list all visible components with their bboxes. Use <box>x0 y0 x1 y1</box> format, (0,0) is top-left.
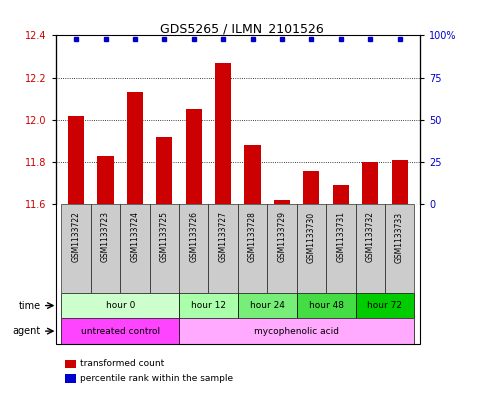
Text: GSM1133722: GSM1133722 <box>71 211 81 262</box>
Text: GSM1133725: GSM1133725 <box>160 211 169 263</box>
Bar <box>238 204 267 293</box>
Text: transformed count: transformed count <box>80 359 164 368</box>
Text: hour 24: hour 24 <box>250 301 284 310</box>
Text: GSM1133726: GSM1133726 <box>189 211 198 263</box>
Bar <box>355 204 385 293</box>
Bar <box>333 185 349 393</box>
Text: mycophenolic acid: mycophenolic acid <box>254 327 339 336</box>
Text: percentile rank within the sample: percentile rank within the sample <box>80 374 233 382</box>
Bar <box>355 293 414 318</box>
Bar <box>326 204 355 293</box>
Bar <box>150 204 179 293</box>
Text: time: time <box>19 301 41 310</box>
Bar <box>238 293 297 318</box>
Bar <box>156 137 172 393</box>
Bar <box>209 204 238 293</box>
Bar <box>179 318 414 344</box>
Bar <box>392 160 408 393</box>
Bar <box>98 156 114 393</box>
Bar <box>362 162 378 393</box>
Bar <box>215 63 231 393</box>
Bar <box>297 293 355 318</box>
Bar <box>61 293 179 318</box>
Bar <box>61 204 91 293</box>
Bar <box>120 204 150 293</box>
Text: GSM1133724: GSM1133724 <box>130 211 140 263</box>
Bar <box>267 204 297 293</box>
Bar <box>179 204 209 293</box>
Text: GSM1133730: GSM1133730 <box>307 211 316 263</box>
Bar <box>303 171 319 393</box>
Bar <box>274 200 290 393</box>
Bar <box>61 318 179 344</box>
Text: hour 48: hour 48 <box>309 301 343 310</box>
Text: GSM1133732: GSM1133732 <box>366 211 375 263</box>
Bar <box>297 204 326 293</box>
Text: agent: agent <box>13 326 41 336</box>
Text: untreated control: untreated control <box>81 327 160 336</box>
Text: GSM1133733: GSM1133733 <box>395 211 404 263</box>
Text: GSM1133727: GSM1133727 <box>219 211 227 263</box>
Text: hour 72: hour 72 <box>368 301 402 310</box>
Text: GDS5265 / ILMN_2101526: GDS5265 / ILMN_2101526 <box>159 22 324 35</box>
Text: hour 12: hour 12 <box>191 301 226 310</box>
Text: GSM1133723: GSM1133723 <box>101 211 110 263</box>
Text: GSM1133731: GSM1133731 <box>336 211 345 263</box>
Bar <box>385 204 414 293</box>
Bar <box>244 145 261 393</box>
Bar <box>185 109 202 393</box>
Bar <box>68 116 84 393</box>
Text: hour 0: hour 0 <box>106 301 135 310</box>
Bar <box>127 92 143 393</box>
Text: GSM1133729: GSM1133729 <box>278 211 286 263</box>
Bar <box>91 204 120 293</box>
Text: GSM1133728: GSM1133728 <box>248 211 257 262</box>
Bar <box>179 293 238 318</box>
